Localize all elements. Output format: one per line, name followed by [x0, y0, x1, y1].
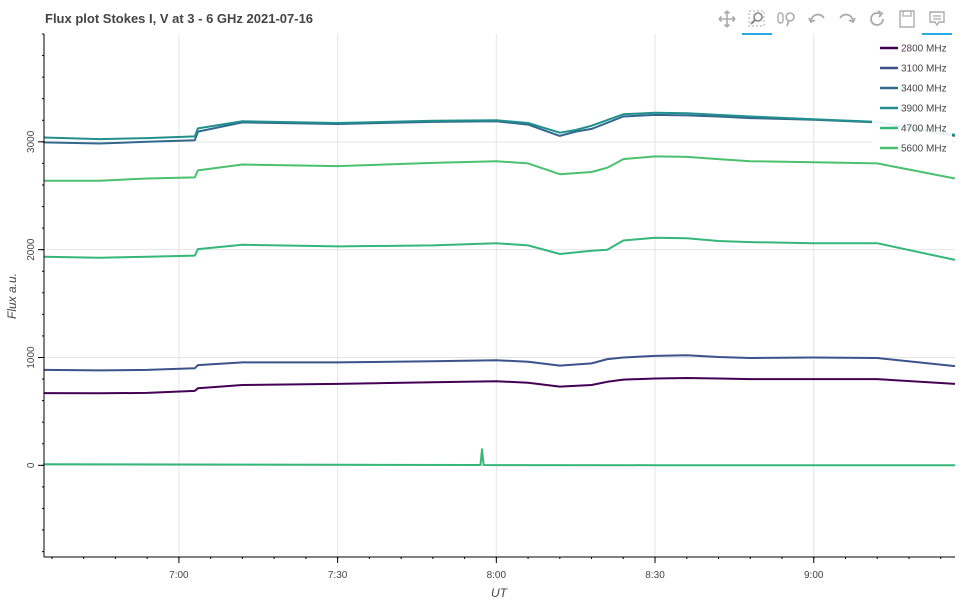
legend-item-label[interactable]: 3900 MHz — [901, 104, 947, 115]
series-line-5600-mhz — [44, 155, 956, 182]
grid — [44, 34, 955, 557]
wheel-zoom-tool-button[interactable] — [772, 5, 802, 33]
pan-tool-button[interactable] — [712, 5, 742, 33]
legend-item-label[interactable]: 5600 MHz — [901, 144, 947, 155]
hover-tool-button[interactable] — [922, 5, 952, 35]
reset-icon — [870, 10, 884, 26]
wheel-zoom-icon — [777, 12, 795, 27]
legend[interactable]: 2800 MHz 3100 MHz 3400 MHz 3900 MHz 4700 MHz… — [872, 38, 952, 162]
series-line-3100-mhz — [43, 354, 956, 372]
save-tool-button[interactable] — [892, 5, 922, 33]
x-tick-label: 8:30 — [645, 570, 665, 581]
x-axis-label: UT — [491, 586, 509, 600]
box-zoom-tool-button[interactable] — [742, 5, 772, 35]
series-line-2800-mhz — [43, 377, 956, 395]
box-zoom-icon — [748, 10, 765, 27]
x-tick-label: 7:30 — [328, 570, 348, 581]
y-tick-label: 2000 — [26, 238, 37, 261]
series-line-trace-6 — [43, 448, 955, 467]
legend-item-label[interactable]: 4700 MHz — [901, 124, 947, 135]
redo-tool-button[interactable] — [832, 5, 862, 33]
y-tick-label: 0 — [26, 462, 37, 468]
y-axis-label: Flux a.u. — [5, 273, 19, 319]
legend-item-label[interactable]: 2800 MHz — [901, 44, 947, 55]
legend-item-label[interactable]: 3400 MHz — [901, 84, 947, 95]
undo-tool-button[interactable] — [802, 5, 832, 33]
series-line-3900-mhz — [43, 111, 956, 141]
legend-item-label[interactable]: 3100 MHz — [901, 64, 947, 75]
save-icon — [899, 10, 915, 28]
axes: 7:00 7:30 8:00 8:30 9:00 0 1000 2000 3000 — [26, 33, 955, 581]
x-tick-label: 9:00 — [804, 570, 824, 581]
series-lines — [43, 111, 956, 467]
y-tick-label: 1000 — [26, 346, 37, 369]
series-line-4700-mhz — [43, 236, 956, 261]
undo-icon — [808, 13, 825, 24]
pan-icon — [718, 10, 736, 28]
series-line-3400-mhz — [43, 113, 956, 145]
reset-tool-button[interactable] — [862, 5, 892, 33]
chart-title: Flux plot Stokes I, V at 3 - 6 GHz 2021-… — [45, 11, 314, 26]
x-tick-label: 8:00 — [487, 570, 507, 581]
redo-icon — [839, 13, 856, 24]
x-tick-label: 7:00 — [169, 570, 189, 581]
toolbar — [712, 4, 952, 35]
hover-icon — [929, 11, 945, 27]
legend-background — [872, 38, 952, 162]
y-tick-label: 3000 — [26, 130, 37, 153]
